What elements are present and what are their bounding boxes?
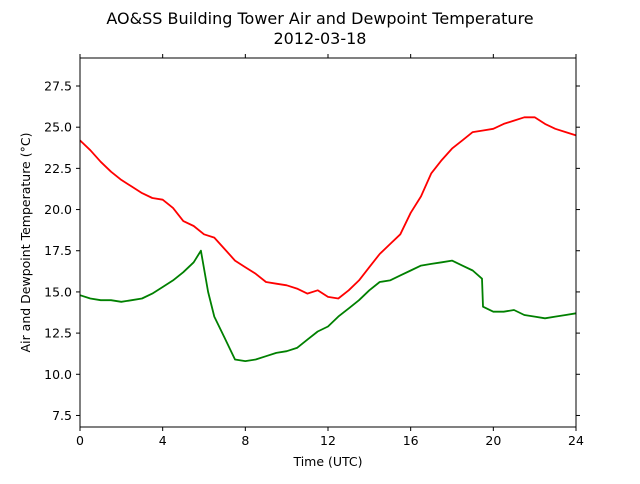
series-layer	[79, 116, 577, 363]
plot-frame	[79, 57, 577, 428]
y-tick-label: 15.0	[44, 284, 72, 299]
x-tick-label: 4	[159, 433, 167, 448]
y-axis-label: Air and Dewpoint Temperature (°C)	[18, 133, 33, 353]
series-line-1	[79, 116, 577, 300]
x-tick-label: 16	[403, 433, 419, 448]
x-tick-label: 0	[76, 433, 84, 448]
y-tick-label: 17.5	[44, 243, 72, 258]
x-axis-label: Time (UTC)	[292, 454, 362, 469]
y-tick-label: 10.0	[44, 367, 72, 382]
y-tick-label: 25.0	[44, 120, 72, 135]
chart-title: AO&SS Building Tower Air and Dewpoint Te…	[106, 9, 533, 28]
x-tick-label: 12	[320, 433, 336, 448]
chart-subtitle: 2012-03-18	[274, 29, 367, 48]
y-tick-label: 7.5	[52, 408, 72, 423]
y-tick-label: 20.0	[44, 202, 72, 217]
x-tick-label: 8	[241, 433, 249, 448]
x-tick-label: 20	[485, 433, 501, 448]
x-tick-label: 24	[568, 433, 584, 448]
y-tick-label: 27.5	[44, 79, 72, 94]
y-tick-label: 12.5	[44, 326, 72, 341]
series-line-2	[79, 249, 577, 363]
y-tick-label: 22.5	[44, 161, 72, 176]
tick-layer: 0 4 8 12 16 20 24 7.5 10.0 12.5 15.0 17.5 20.0 22.5 25…	[44, 54, 584, 448]
